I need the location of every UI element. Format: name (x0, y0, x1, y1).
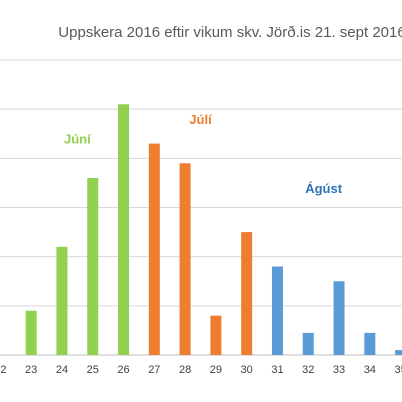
x-tick-label: 34 (364, 364, 376, 376)
x-tick-label: 33 (333, 364, 345, 376)
x-tick-label: 35 (394, 364, 402, 376)
x-tick-label: 25 (87, 364, 99, 376)
x-tick-label: 27 (148, 364, 160, 376)
bar-week-29 (210, 315, 222, 355)
bar-week-24 (56, 246, 68, 355)
x-tick-label: 22 (0, 364, 7, 376)
x-tick-label: 23 (25, 364, 37, 376)
bar-week-26 (118, 104, 130, 355)
bar-week-23 (25, 310, 37, 355)
x-tick-labels: 22 23 24 25 26 27 28 29 30 31 32 33 34 35 (0, 364, 402, 376)
x-tick-label: 30 (241, 364, 253, 376)
month-annotation: Júní (64, 132, 91, 147)
x-tick-label: 31 (271, 364, 283, 376)
bar-week-31 (271, 266, 283, 355)
bar-week-35 (395, 350, 402, 355)
bar-week-33 (333, 281, 345, 355)
x-tick-label: 24 (56, 364, 68, 376)
x-tick-label: 28 (179, 364, 191, 376)
bars (25, 104, 402, 355)
month-annotations: Júní Júlí Ágúst (64, 112, 343, 196)
bar-week-30 (241, 232, 253, 355)
x-tick-label: 29 (210, 364, 222, 376)
bar-week-34 (364, 332, 376, 355)
month-annotation: Ágúst (305, 181, 343, 196)
bar-week-32 (302, 332, 314, 355)
bar-week-28 (179, 163, 191, 355)
bar-week-25 (87, 178, 99, 355)
month-annotation: Júlí (189, 112, 212, 127)
bar-week-27 (148, 143, 160, 355)
chart-title: Uppskera 2016 eftir vikum skv. Jörð.is 2… (58, 24, 402, 41)
x-tick-label: 26 (117, 364, 129, 376)
x-tick-label: 32 (302, 364, 314, 376)
